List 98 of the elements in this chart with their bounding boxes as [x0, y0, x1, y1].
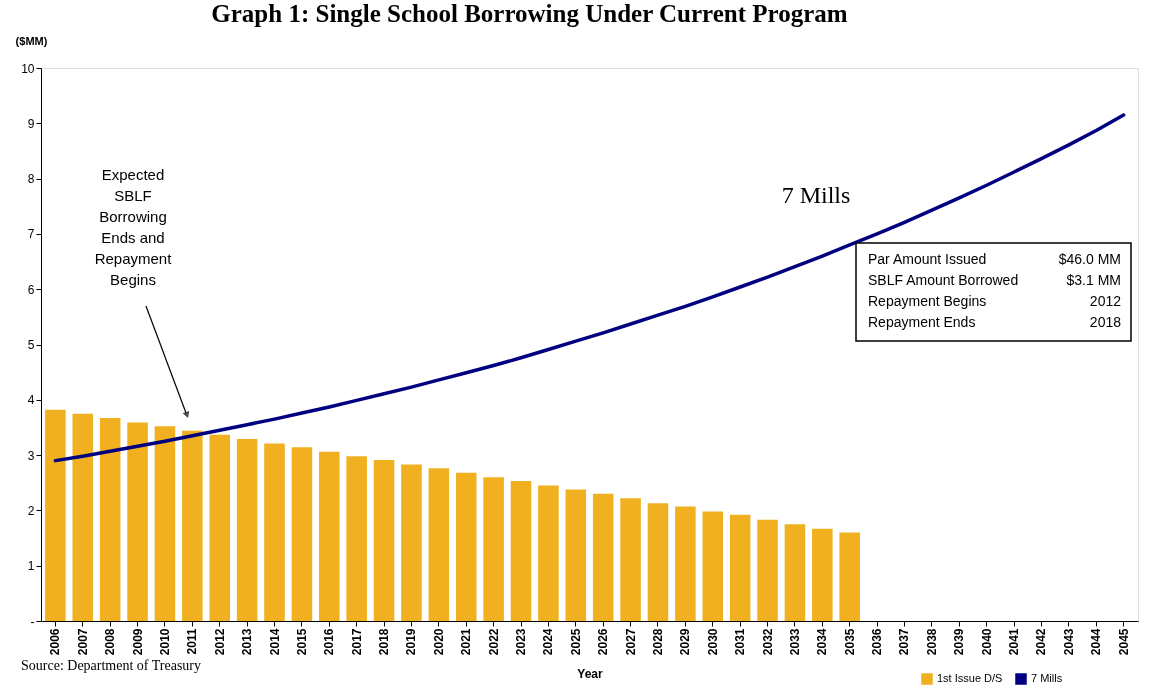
x-tick-label: 2006 [48, 628, 63, 656]
bar [729, 514, 751, 621]
bar [592, 493, 614, 621]
x-tick-label: 2026 [596, 628, 611, 656]
annotation: 2012 [1089, 293, 1122, 309]
x-tick-label: 2038 [924, 628, 939, 656]
annotation: 2018 [1089, 314, 1122, 330]
bar [154, 426, 176, 621]
bar [757, 519, 778, 621]
annotation: $46.0 MM [1058, 251, 1121, 267]
x-tick-label: 2022 [486, 628, 501, 656]
x-tick-label: 2031 [733, 628, 748, 656]
source-note: Source: Department of Treasury [21, 658, 202, 673]
bar [647, 503, 669, 621]
line-series [53, 113, 1126, 463]
y-tick-label: 2 [27, 503, 35, 518]
bar [373, 460, 395, 621]
y-tick-label: - [30, 614, 35, 629]
bar [702, 511, 724, 621]
x-tick-label: 2012 [212, 628, 227, 656]
x-tick-label: 2010 [157, 628, 172, 656]
y-tick-label: 4 [27, 393, 35, 408]
bar [455, 472, 477, 621]
x-axis-title: Year [577, 667, 604, 682]
x-tick-label: 2009 [130, 628, 145, 656]
x-tick-label: 2013 [240, 628, 255, 656]
x-tick-label: 2043 [1061, 628, 1076, 656]
x-tick-label: 2020 [431, 628, 446, 656]
bar [675, 506, 696, 621]
bar [401, 464, 422, 621]
annotation: $3.1 MM [1066, 272, 1121, 288]
y-tick-label: 3 [27, 448, 35, 463]
bar [483, 477, 504, 621]
annotation: Repayment Begins [868, 293, 987, 309]
annotation: 7 Mills [781, 182, 851, 208]
annotation: SBLF Amount Borrowed [868, 272, 1019, 288]
x-tick-label: 2042 [1034, 628, 1049, 656]
y-tick-label: 5 [27, 338, 35, 352]
x-tick-label: 2016 [322, 628, 337, 656]
bar [565, 489, 587, 621]
x-tick-label: 2030 [705, 628, 720, 656]
x-tick-label: 2036 [870, 628, 885, 656]
x-tick-label: 2040 [979, 628, 994, 656]
chart-title: Graph 1: Single School Borrowing Under Current Program [211, 0, 848, 27]
y-tick-label: 6 [27, 282, 35, 297]
x-tick-label: 2045 [1116, 628, 1131, 656]
bar [620, 498, 641, 621]
x-tick-label: 2034 [815, 628, 830, 656]
x-tick-label: 2027 [623, 628, 638, 656]
annotation: Par Amount Issued [868, 251, 987, 267]
bar [72, 413, 94, 621]
x-tick-label: 2023 [514, 628, 529, 656]
x-tick-label: 2015 [294, 628, 309, 656]
x-tick-label: 2021 [459, 628, 474, 656]
bar [319, 451, 340, 621]
bar [510, 481, 532, 621]
annotation: Repayment Ends [868, 314, 976, 330]
x-tick-label: 2029 [678, 628, 693, 656]
bar [127, 422, 148, 621]
x-tick-label: 2025 [568, 628, 583, 656]
x-tick-label: 2007 [75, 628, 90, 656]
bar [812, 528, 833, 621]
bar [428, 468, 450, 621]
bar [839, 532, 860, 621]
bar [264, 443, 285, 621]
bar [538, 485, 559, 621]
x-tick-label: 2019 [404, 628, 419, 656]
x-tick-label: 2011 [185, 628, 200, 655]
x-tick-label: 2017 [349, 628, 364, 656]
bar [209, 434, 230, 621]
x-tick-label: 2044 [1089, 628, 1104, 656]
legend-label: 7 Mills [1031, 672, 1063, 684]
y-tick-label: 10 [21, 61, 35, 76]
bar [45, 409, 66, 621]
x-tick-label: 2014 [267, 628, 282, 656]
x-tick-label: 2024 [541, 628, 556, 656]
x-tick-label: 2032 [760, 628, 775, 656]
y-axis-title: ($MM) [15, 34, 48, 47]
bar [784, 524, 806, 621]
bar [291, 447, 313, 621]
x-tick-label: 2037 [897, 628, 912, 656]
x-tick-label: 2008 [103, 628, 118, 656]
x-tick-label: 2035 [842, 628, 857, 656]
bar [236, 439, 258, 621]
x-tick-label: 2033 [787, 628, 802, 656]
x-tick-label: 2039 [952, 628, 967, 656]
bar [346, 456, 367, 621]
y-tick-label: 8 [27, 172, 35, 187]
bar [182, 430, 203, 621]
bar [99, 418, 121, 621]
legend-label: 1st Issue D/S [937, 672, 1003, 684]
annotation: Expected SBLF Borrowing Ends and Repayment Begins [94, 166, 173, 288]
x-tick-label: 2028 [650, 628, 665, 656]
x-tick-label: 2041 [1007, 628, 1022, 656]
y-tick-label: 7 [27, 227, 35, 242]
y-tick-label: 9 [27, 116, 35, 131]
x-tick-label: 2018 [377, 628, 392, 656]
y-tick-label: 1 [27, 559, 35, 574]
